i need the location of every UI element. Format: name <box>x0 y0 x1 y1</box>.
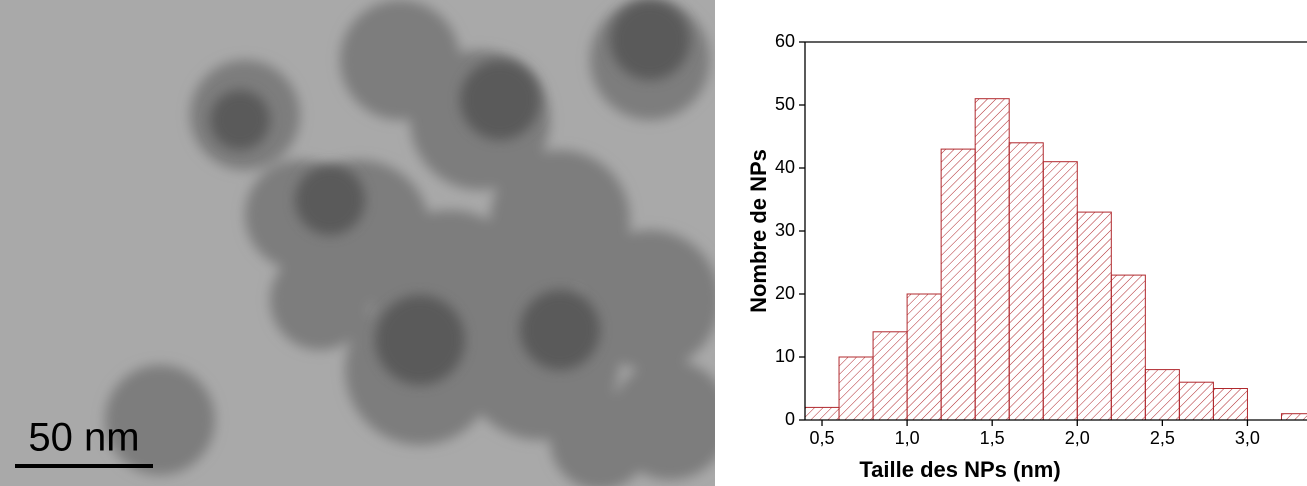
x-tick-label: 2,5 <box>1150 428 1175 448</box>
bar <box>1144 369 1180 421</box>
bar <box>872 331 908 421</box>
x-tick-label: 1,5 <box>980 428 1005 448</box>
scale-bar-label: 50 nm <box>28 416 139 460</box>
micrograph: 50 nm <box>0 0 715 486</box>
y-tick-label: 60 <box>775 31 795 51</box>
x-tick-label: 2,0 <box>1065 428 1090 448</box>
bar <box>906 293 942 421</box>
y-tick-label: 10 <box>775 346 795 366</box>
y-tick-label: 30 <box>775 220 795 240</box>
bar <box>1110 274 1146 421</box>
bar <box>1008 142 1044 421</box>
y-tick-label: 40 <box>775 157 795 177</box>
bar <box>1178 381 1214 421</box>
y-tick-label: 0 <box>785 409 795 429</box>
x-axis-label: Taille des NPs (nm) <box>859 457 1060 482</box>
bar <box>1212 388 1248 421</box>
bar <box>1042 161 1078 421</box>
x-tick-label: 1,0 <box>895 428 920 448</box>
y-tick-label: 50 <box>775 94 795 114</box>
bar <box>974 98 1010 421</box>
x-tick-label: 0,5 <box>810 428 835 448</box>
y-tick-label: 20 <box>775 283 795 303</box>
x-tick-label: 3,0 <box>1235 428 1260 448</box>
bar <box>1280 413 1307 421</box>
bar <box>940 148 976 421</box>
bar <box>838 356 874 421</box>
bar <box>1076 211 1112 421</box>
bar <box>804 406 840 421</box>
y-axis-label: Nombre de NPs <box>746 149 771 313</box>
